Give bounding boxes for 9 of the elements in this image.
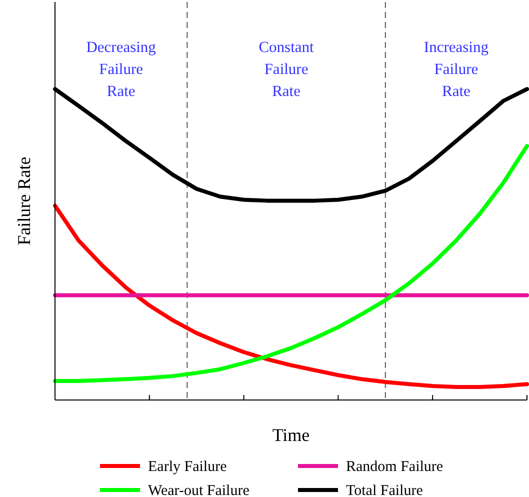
legend-label: Wear-out Failure: [148, 483, 250, 497]
legend-label: Early Failure: [148, 459, 228, 475]
annotation: Increasing Failure Rate: [424, 39, 489, 100]
y-axis-title: Failure Rate: [14, 156, 34, 246]
x-axis-title: Time: [272, 425, 310, 445]
legend-label: Total Failure: [346, 483, 424, 497]
legend-label: Random Failure: [346, 459, 444, 475]
annotation: Constant Failure Rate: [258, 39, 315, 100]
annotation: Decreasing Failure Rate: [86, 39, 156, 100]
